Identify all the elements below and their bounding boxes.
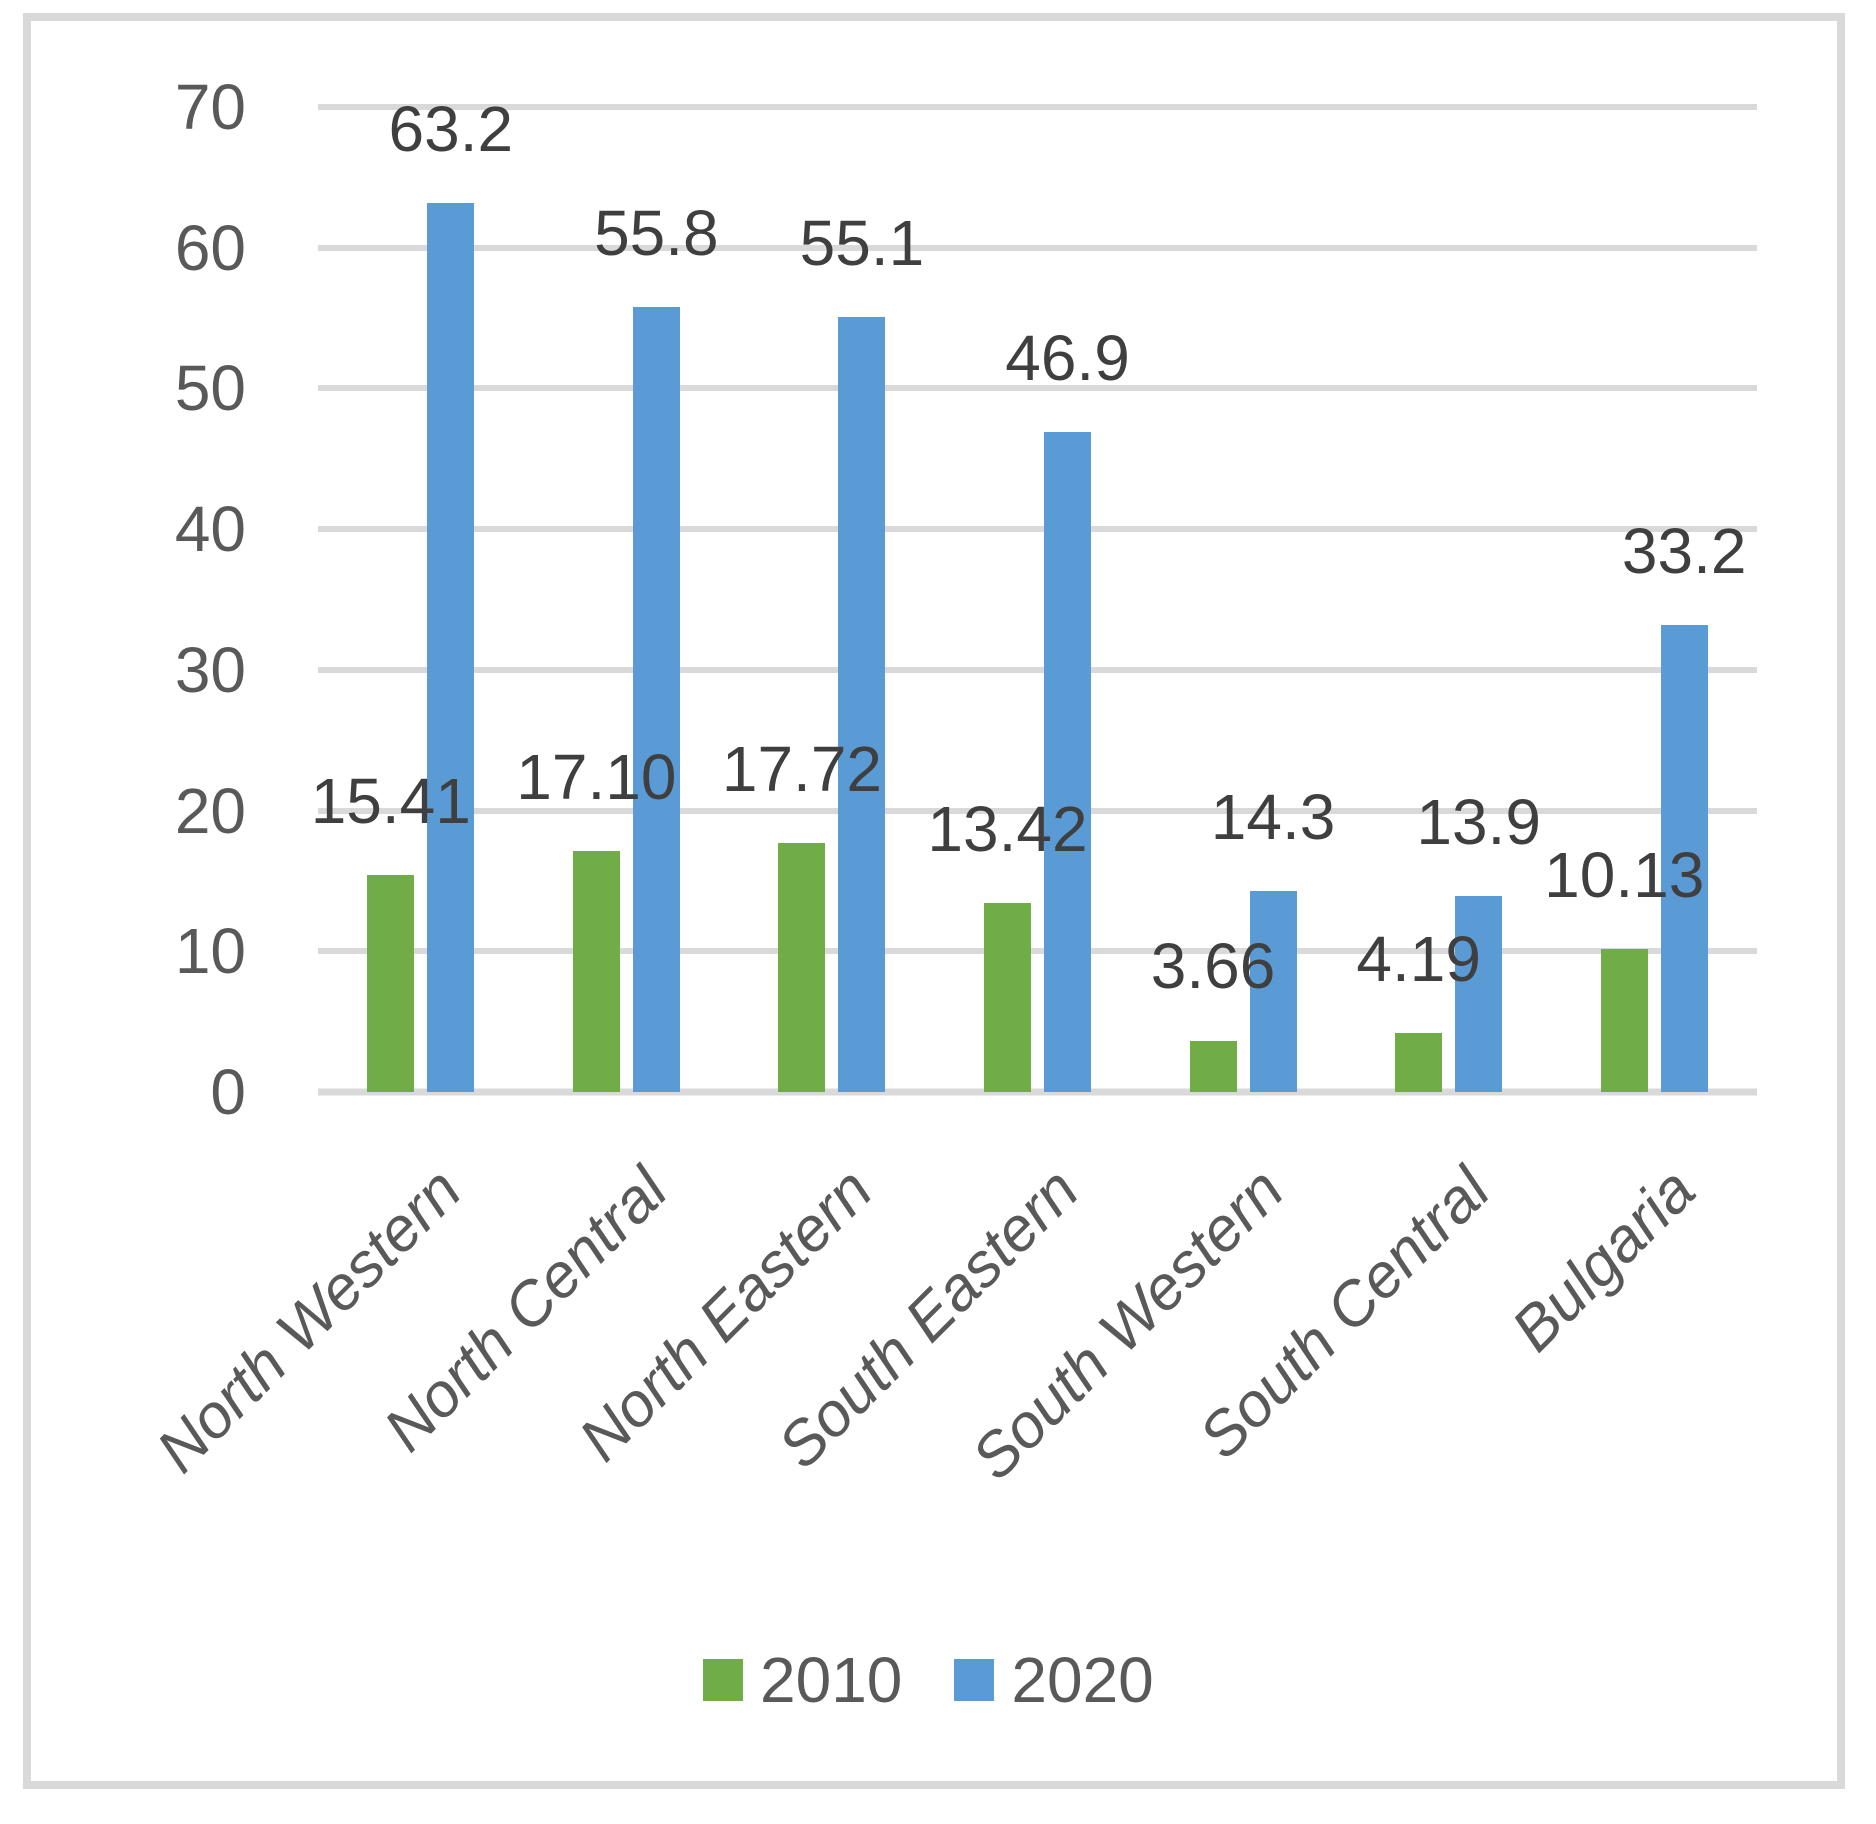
- data-label: 14.3: [1210, 780, 1336, 853]
- y-tick-label: 0: [210, 1056, 246, 1128]
- bar-2020-north-western: [427, 202, 475, 1092]
- gridline: [318, 526, 1757, 533]
- bar-2010-south-western: [1189, 1040, 1237, 1092]
- gridline: [318, 948, 1757, 955]
- data-label: 33.2: [1621, 514, 1747, 587]
- y-tick-label: 50: [174, 352, 246, 425]
- data-label: 55.1: [799, 206, 925, 279]
- bar-2010-north-central: [572, 851, 620, 1092]
- bar-2020-bulgaria: [1660, 624, 1708, 1092]
- data-label: 15.41: [310, 765, 471, 838]
- y-tick-label: 60: [174, 211, 246, 284]
- gridline: [318, 244, 1757, 251]
- data-label: 55.8: [594, 196, 719, 269]
- y-tick-label: 30: [174, 633, 246, 706]
- legend-item-2020: 2020: [954, 1644, 1154, 1716]
- gridline: [318, 807, 1757, 814]
- legend-item-2010: 2010: [703, 1648, 902, 1712]
- data-label: 10.13: [1544, 839, 1705, 912]
- plot-area: [318, 104, 1757, 1096]
- data-label: 3.66: [1150, 930, 1276, 1003]
- bar-2010-south-eastern: [984, 903, 1031, 1092]
- bar-2010-north-eastern: [778, 842, 826, 1092]
- y-tick-label: 70: [174, 71, 246, 143]
- y-tick-label: 10: [174, 915, 246, 988]
- legend: 2010 2020: [703, 1648, 1154, 1712]
- bar-2020-south-central: [1455, 896, 1503, 1092]
- legend-label: 2020: [1011, 1644, 1154, 1716]
- x-axis-line: [318, 1088, 1757, 1096]
- legend-label: 2010: [760, 1644, 903, 1716]
- chart-outer-border: [23, 13, 1845, 1789]
- bar-2020-north-central: [632, 306, 680, 1092]
- gridline: [318, 104, 1757, 110]
- y-tick-label: 20: [174, 774, 246, 847]
- data-label: 13.42: [927, 793, 1088, 866]
- bar-2020-south-eastern: [1044, 432, 1091, 1092]
- data-label: 63.2: [388, 92, 514, 165]
- data-label: 46.9: [1005, 322, 1130, 395]
- y-tick-label: 40: [174, 493, 246, 566]
- bar-2010-south-central: [1395, 1033, 1443, 1092]
- legend-swatch-2020: [954, 1659, 995, 1701]
- bar-2020-north-eastern: [838, 316, 886, 1092]
- bar-2020-south-western: [1249, 890, 1297, 1092]
- gridline: [318, 385, 1757, 392]
- bar-2010-bulgaria: [1600, 949, 1648, 1092]
- data-label: 13.9: [1416, 786, 1541, 859]
- data-label: 17.72: [721, 732, 882, 805]
- data-label: 17.10: [516, 741, 677, 814]
- bar-2010-north-western: [367, 875, 415, 1092]
- legend-swatch-2010: [703, 1659, 743, 1701]
- data-label: 4.19: [1356, 923, 1481, 996]
- gridline: [318, 666, 1757, 673]
